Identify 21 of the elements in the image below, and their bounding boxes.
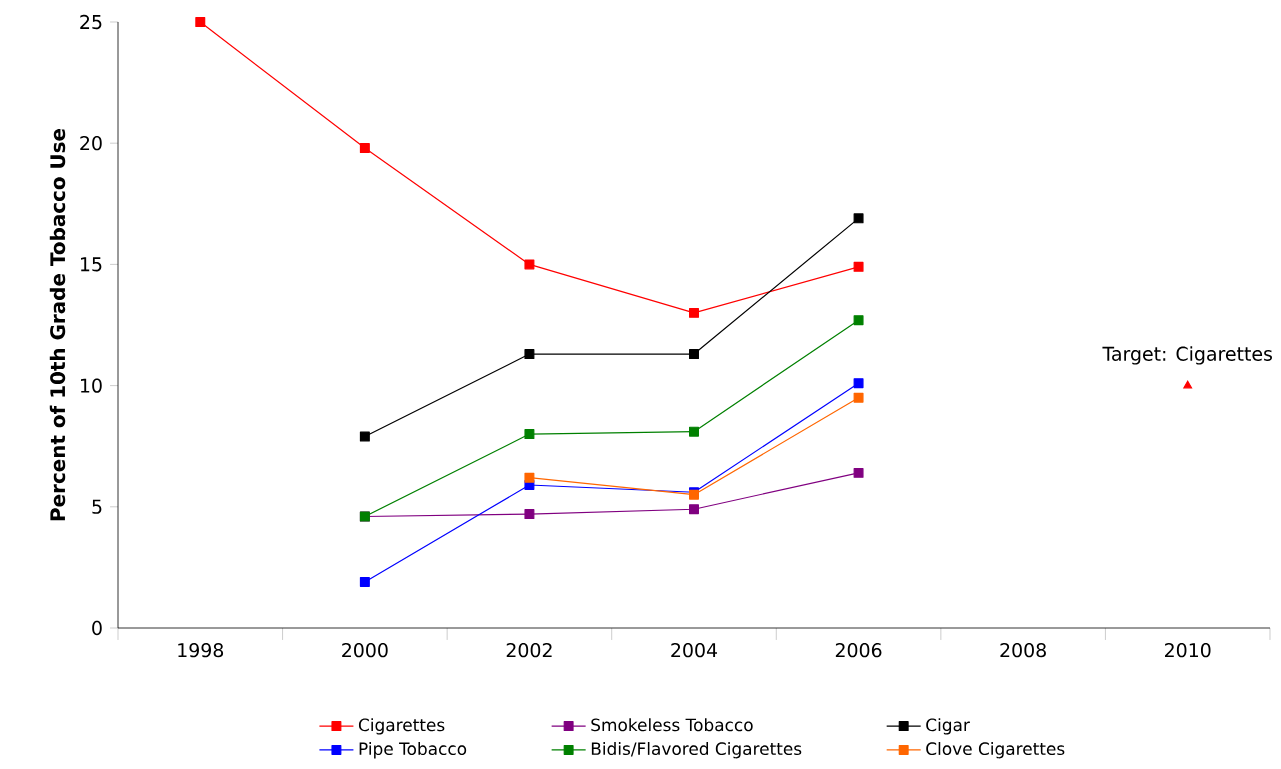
y-tick-label: 0: [92, 620, 102, 636]
y-axis-title: Percent of 10th Grade Tobacco Use: [49, 128, 66, 521]
y-tick-label: 5: [92, 499, 102, 514]
y-tick-label: 10: [81, 378, 102, 393]
legend-label: Clove Cigarettes: [926, 742, 1065, 759]
legend-label: Smokeless Tobacco: [591, 718, 753, 732]
legend-label: Cigarettes: [358, 718, 445, 735]
y-tick-label: 25: [80, 14, 102, 30]
x-tick-label: 2004: [671, 643, 718, 658]
x-tick-label: 2010: [1165, 643, 1211, 658]
x-tick-label: 2008: [1000, 643, 1046, 658]
legend-label: Pipe Tobacco: [359, 742, 467, 759]
legend-label: Cigar: [926, 718, 970, 735]
x-tick-label: 2006: [835, 643, 882, 658]
y-tick-label: 15: [81, 257, 102, 272]
x-tick-label: 2002: [506, 643, 552, 658]
y-tick-label: 20: [80, 136, 102, 151]
series-label: Target: Cigarettes: [1102, 346, 1272, 365]
legend-label: Bidis/Flavored Cigarettes: [591, 742, 802, 759]
x-tick-label: 2000: [342, 643, 388, 658]
x-tick-label: 1998: [178, 643, 224, 658]
